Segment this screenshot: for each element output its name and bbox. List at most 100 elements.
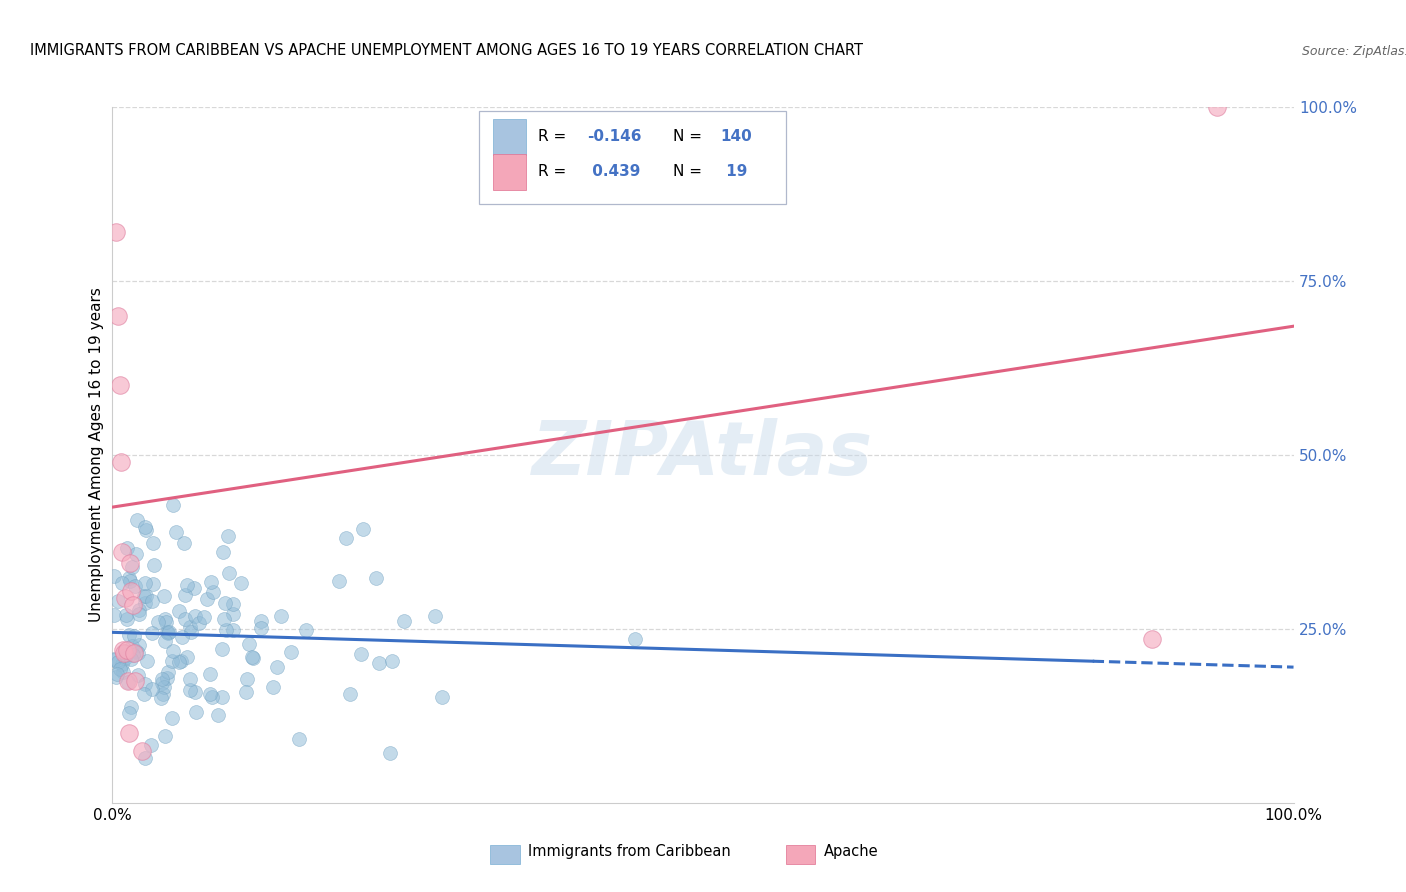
- Point: [118, 628, 141, 642]
- Point: [202, 584, 225, 599]
- Point: [200, 687, 222, 701]
- Point: [366, 571, 388, 585]
- Point: [115, 642, 138, 657]
- Text: Apache: Apache: [824, 844, 879, 859]
- Point: [179, 672, 201, 686]
- Point: [173, 536, 195, 550]
- Point: [222, 597, 245, 611]
- Point: [114, 648, 136, 662]
- Point: [141, 593, 163, 607]
- Point: [229, 575, 252, 590]
- Point: [114, 591, 136, 605]
- Point: [103, 652, 125, 666]
- Point: [165, 525, 187, 540]
- Point: [105, 225, 128, 239]
- Point: [121, 559, 143, 574]
- Point: [103, 608, 125, 623]
- FancyBboxPatch shape: [492, 153, 526, 190]
- Point: [183, 581, 205, 595]
- Point: [108, 378, 131, 392]
- Point: [120, 556, 142, 570]
- FancyBboxPatch shape: [786, 845, 815, 864]
- Point: [242, 650, 264, 665]
- Point: [155, 612, 177, 626]
- Point: [624, 632, 647, 646]
- Point: [107, 309, 129, 323]
- Point: [117, 674, 139, 689]
- Point: [128, 603, 150, 617]
- Point: [266, 660, 288, 674]
- Point: [149, 690, 172, 705]
- Point: [134, 520, 156, 534]
- Text: ZIPAtlas: ZIPAtlas: [533, 418, 873, 491]
- Point: [146, 615, 169, 629]
- Point: [1140, 632, 1163, 647]
- Text: IMMIGRANTS FROM CARIBBEAN VS APACHE UNEMPLOYMENT AMONG AGES 16 TO 19 YEARS CORRE: IMMIGRANTS FROM CARIBBEAN VS APACHE UNEM…: [30, 44, 863, 58]
- FancyBboxPatch shape: [478, 111, 786, 204]
- Point: [162, 644, 184, 658]
- Point: [184, 684, 207, 698]
- Point: [238, 637, 260, 651]
- Point: [124, 674, 146, 689]
- Point: [118, 571, 141, 585]
- Point: [153, 589, 176, 603]
- Point: [152, 687, 174, 701]
- Point: [111, 657, 134, 672]
- Point: [127, 668, 149, 682]
- Point: [350, 647, 373, 661]
- Point: [155, 729, 177, 743]
- Text: N =: N =: [673, 164, 707, 179]
- Point: [118, 706, 141, 721]
- Point: [198, 666, 221, 681]
- Point: [170, 654, 193, 668]
- Point: [134, 750, 156, 764]
- Point: [211, 690, 233, 704]
- Point: [150, 676, 173, 690]
- Point: [200, 574, 222, 589]
- Point: [153, 680, 176, 694]
- Point: [328, 574, 350, 589]
- Point: [131, 744, 153, 758]
- Point: [193, 610, 215, 624]
- Point: [378, 746, 401, 760]
- Point: [134, 576, 156, 591]
- Point: [111, 545, 134, 559]
- Point: [112, 642, 135, 657]
- Point: [201, 690, 224, 704]
- Point: [211, 642, 233, 657]
- Point: [367, 656, 389, 670]
- Point: [214, 624, 236, 638]
- Point: [184, 608, 207, 623]
- Point: [156, 671, 179, 685]
- Point: [1205, 100, 1227, 114]
- Point: [156, 624, 179, 639]
- Point: [222, 607, 245, 621]
- Point: [118, 726, 141, 740]
- Point: [142, 536, 165, 550]
- Text: 19: 19: [721, 164, 747, 179]
- Point: [104, 670, 127, 684]
- Point: [381, 654, 404, 668]
- Point: [120, 574, 142, 589]
- Point: [176, 578, 198, 592]
- Point: [167, 604, 190, 618]
- Point: [108, 662, 131, 676]
- Point: [250, 621, 273, 635]
- Point: [150, 673, 173, 687]
- Point: [125, 547, 148, 561]
- Point: [288, 732, 311, 747]
- Point: [184, 705, 207, 719]
- Point: [157, 625, 180, 640]
- Point: [179, 682, 201, 697]
- Text: 0.439: 0.439: [588, 164, 641, 179]
- Text: R =: R =: [537, 164, 571, 179]
- Point: [139, 738, 162, 752]
- Point: [115, 607, 138, 622]
- Point: [160, 654, 183, 668]
- Point: [212, 612, 235, 626]
- Point: [176, 650, 198, 665]
- Point: [217, 529, 239, 543]
- Point: [142, 577, 165, 591]
- Point: [122, 629, 145, 643]
- Point: [117, 611, 139, 625]
